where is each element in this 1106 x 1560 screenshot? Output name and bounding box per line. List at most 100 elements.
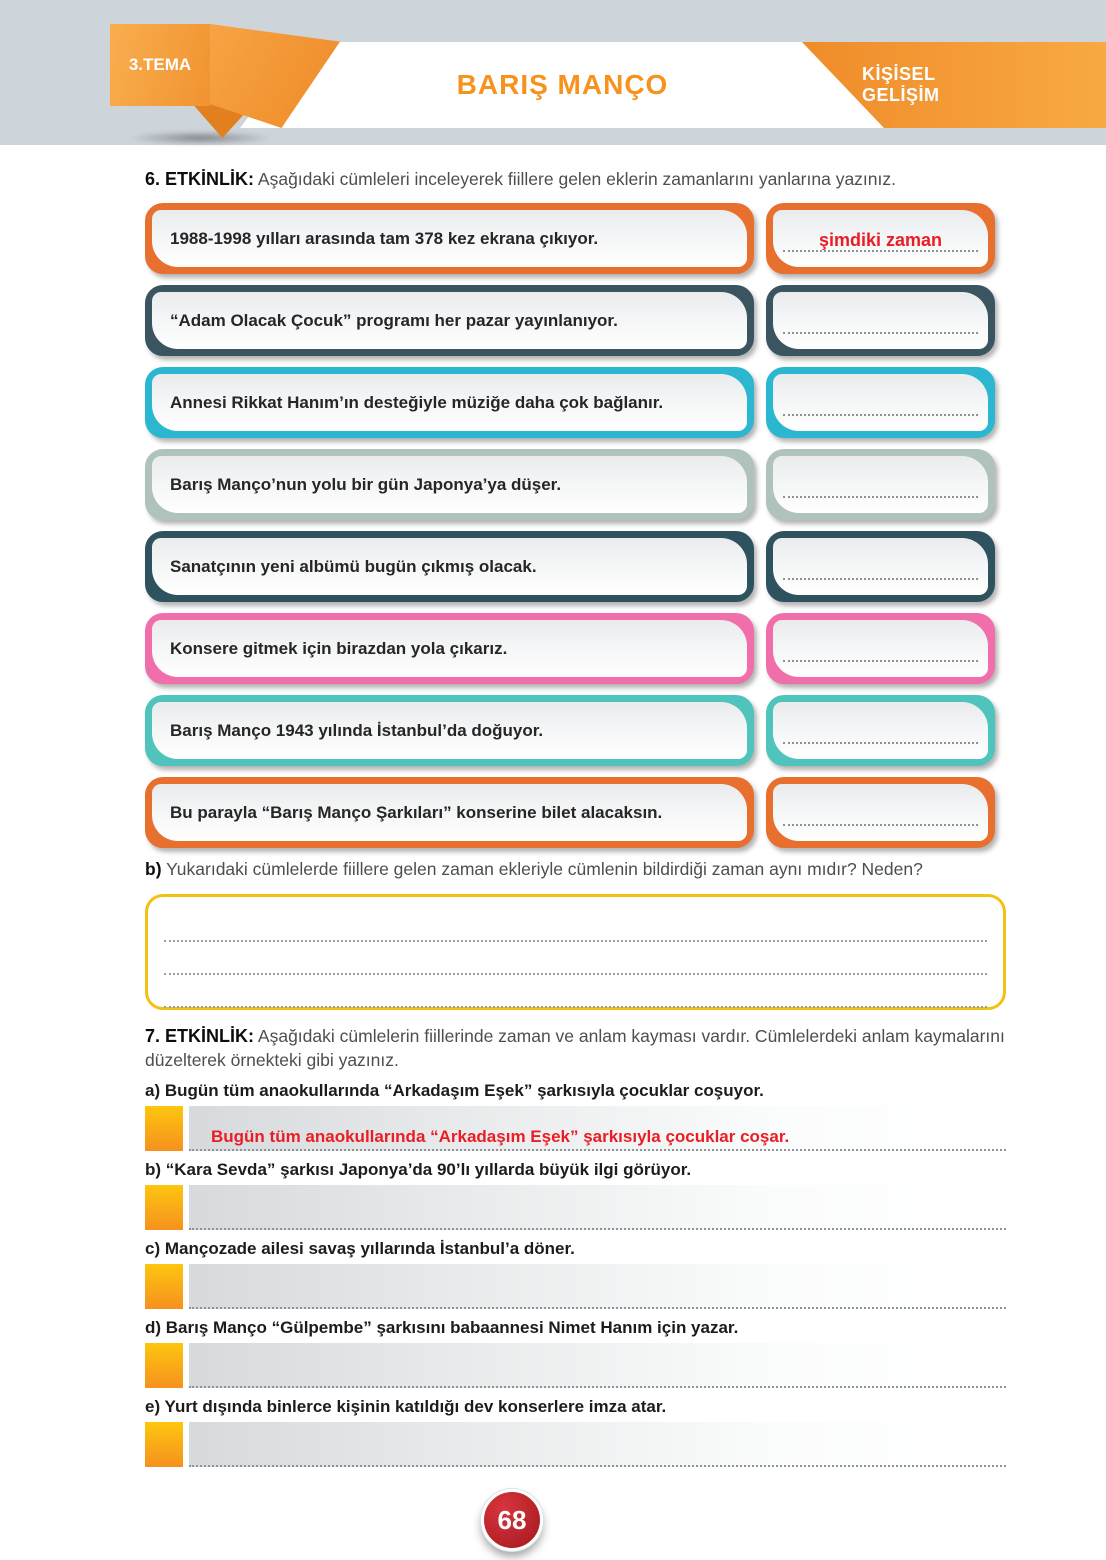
orange-marker: [145, 1106, 183, 1151]
answer-dotted-line: [783, 332, 978, 334]
list-item: b) “Kara Sevda” şarkısı Japonya’da 90’lı…: [145, 1160, 1006, 1230]
item-sentence: a) Bugün tüm anaokullarında “Arkadaşım E…: [145, 1081, 1006, 1101]
tema-ribbon: 3.TEMA: [110, 24, 210, 106]
answer-line-bar: [189, 1343, 1006, 1388]
answer-box: [766, 613, 995, 684]
list-item: a) Bugün tüm anaokullarında “Arkadaşım E…: [145, 1081, 1006, 1151]
page-number-badge: 68: [481, 1489, 543, 1551]
answer-box: [766, 777, 995, 848]
list-item: e) Yurt dışında binlerce kişinin katıldı…: [145, 1397, 1006, 1467]
page-header: BARIŞ MANÇO KİŞİSEL GELİŞİM 3.TEMA: [0, 0, 1106, 145]
part-b-question: b) Yukarıdaki cümlelerde fiillere gelen …: [145, 859, 1006, 880]
answer-dotted-line: [783, 414, 978, 416]
activity6-heading-label: 6. ETKİNLİK:: [145, 169, 255, 189]
answer-box: [766, 367, 995, 438]
item-sentence: b) “Kara Sevda” şarkısı Japonya’da 90’lı…: [145, 1160, 1006, 1180]
example-answer-text: Bugün tüm anaokullarında “Arkadaşım Eşek…: [211, 1127, 790, 1146]
answer-box: [766, 531, 995, 602]
sentence-text: Konsere gitmek için birazdan yola çıkarı…: [152, 620, 747, 677]
free-answer-box: [145, 894, 1006, 1010]
activity6-rows: 1988-1998 yılları arasında tam 378 kez e…: [145, 203, 1006, 848]
item-sentence: c) Mançozade ailesi savaş yıllarında İst…: [145, 1239, 1006, 1259]
activity7-heading-label: 7. ETKİNLİK:: [145, 1026, 255, 1046]
item-text: Bugün tüm anaokullarında “Arkadaşım Eşek…: [164, 1081, 764, 1100]
item-label: e): [145, 1397, 161, 1416]
orange-marker: [145, 1185, 183, 1230]
answer-strip: Bugün tüm anaokullarında “Arkadaşım Eşek…: [145, 1106, 1006, 1151]
item-text: Barış Manço “Gülpembe” şarkısını babaann…: [165, 1318, 739, 1337]
page-title: BARIŞ MANÇO: [456, 69, 669, 100]
sentence-text: 1988-1998 yılları arasında tam 378 kez e…: [152, 210, 747, 267]
part-b-label: b): [145, 859, 162, 879]
answer-line-bar: [189, 1185, 1006, 1230]
title-banner: [240, 42, 884, 128]
dotted-writing-line: [164, 975, 987, 1008]
sentence-box: 1988-1998 yılları arasında tam 378 kez e…: [145, 203, 754, 274]
sentence-box: “Adam Olacak Çocuk” programı her pazar y…: [145, 285, 754, 356]
answer-strip: [145, 1343, 1006, 1388]
dotted-writing-line: [164, 909, 987, 942]
item-label: b): [145, 1160, 162, 1179]
item-text: “Kara Sevda” şarkısı Japonya’da 90’lı yı…: [165, 1160, 692, 1179]
item-label: a): [145, 1081, 161, 1100]
orange-marker: [145, 1264, 183, 1309]
answer-line-bar: Bugün tüm anaokullarında “Arkadaşım Eşek…: [189, 1106, 1006, 1151]
dotted-writing-line: [164, 942, 987, 975]
answer-box: şimdiki zaman: [766, 203, 995, 274]
item-text: Mançozade ailesi savaş yıllarında İstanb…: [164, 1239, 575, 1258]
sentence-text: Barış Manço 1943 yılında İstanbul’da doğ…: [152, 702, 747, 759]
sentence-row: Barış Manço 1943 yılında İstanbul’da doğ…: [145, 695, 1006, 766]
sentence-row: 1988-1998 yılları arasında tam 378 kez e…: [145, 203, 1006, 274]
sentence-box: Annesi Rikkat Hanım’ın desteğiyle müziğe…: [145, 367, 754, 438]
item-sentence: d) Barış Manço “Gülpembe” şarkısını baba…: [145, 1318, 1006, 1338]
sentence-text: Sanatçının yeni albümü bugün çıkmış olac…: [152, 538, 747, 595]
answer-strip: [145, 1264, 1006, 1309]
sentence-row: Bu parayla “Barış Manço Şarkıları” konse…: [145, 777, 1006, 848]
page-content: 6. ETKİNLİK: Aşağıdaki cümleleri inceley…: [0, 167, 1006, 1551]
activity6-heading-text: Aşağıdaki cümleleri inceleyerek fiillere…: [257, 169, 897, 189]
sentence-row: Konsere gitmek için birazdan yola çıkarı…: [145, 613, 1006, 684]
sentence-row: Barış Manço’nun yolu bir gün Japonya’ya …: [145, 449, 1006, 520]
item-label: c): [145, 1239, 161, 1258]
list-item: d) Barış Manço “Gülpembe” şarkısını baba…: [145, 1318, 1006, 1388]
sentence-row: Sanatçının yeni albümü bugün çıkmış olac…: [145, 531, 1006, 602]
answer-text: şimdiki zaman: [818, 230, 943, 250]
answer-line-bar: [189, 1264, 1006, 1309]
sentence-box: Barış Manço 1943 yılında İstanbul’da doğ…: [145, 695, 754, 766]
sentence-text: Barış Manço’nun yolu bir gün Japonya’ya …: [152, 456, 747, 513]
sentence-row: “Adam Olacak Çocuk” programı her pazar y…: [145, 285, 1006, 356]
sentence-row: Annesi Rikkat Hanım’ın desteğiyle müziğe…: [145, 367, 1006, 438]
orange-marker: [145, 1343, 183, 1388]
ribbon-shadow: [128, 131, 273, 145]
sentence-text: Bu parayla “Barış Manço Şarkıları” konse…: [152, 784, 747, 841]
orange-marker: [145, 1422, 183, 1467]
list-item: c) Mançozade ailesi savaş yıllarında İst…: [145, 1239, 1006, 1309]
answer-dotted-line: [783, 660, 978, 662]
answer-box: [766, 285, 995, 356]
answer-dotted-line: [783, 250, 978, 252]
activity7-heading: 7. ETKİNLİK: Aşağıdaki cümlelerin fiille…: [145, 1024, 1006, 1072]
item-label: d): [145, 1318, 162, 1337]
sentence-text: “Adam Olacak Çocuk” programı her pazar y…: [152, 292, 747, 349]
answer-line-bar: [189, 1422, 1006, 1467]
item-text: Yurt dışında binlerce kişinin katıldığı …: [164, 1397, 667, 1416]
item-sentence: e) Yurt dışında binlerce kişinin katıldı…: [145, 1397, 1006, 1417]
activity7-items: a) Bugün tüm anaokullarında “Arkadaşım E…: [145, 1081, 1006, 1467]
answer-box: [766, 695, 995, 766]
part-b-text: Yukarıdaki cümlelerde fiillere gelen zam…: [166, 859, 923, 879]
sentence-box: Sanatçının yeni albümü bugün çıkmış olac…: [145, 531, 754, 602]
answer-dotted-line: [783, 824, 978, 826]
answer-strip: [145, 1185, 1006, 1230]
answer-dotted-line: [783, 578, 978, 580]
answer-strip: [145, 1422, 1006, 1467]
sentence-text: Annesi Rikkat Hanım’ın desteğiyle müziğe…: [152, 374, 747, 431]
answer-box: [766, 449, 995, 520]
activity6-heading: 6. ETKİNLİK: Aşağıdaki cümleleri inceley…: [145, 167, 1006, 191]
answer-dotted-line: [783, 496, 978, 498]
sentence-box: Konsere gitmek için birazdan yola çıkarı…: [145, 613, 754, 684]
activity7-heading-text: Aşağıdaki cümlelerin fiillerinde zaman v…: [145, 1026, 1005, 1070]
sentence-box: Bu parayla “Barış Manço Şarkıları” konse…: [145, 777, 754, 848]
answer-dotted-line: [783, 742, 978, 744]
sentence-box: Barış Manço’nun yolu bir gün Japonya’ya …: [145, 449, 754, 520]
